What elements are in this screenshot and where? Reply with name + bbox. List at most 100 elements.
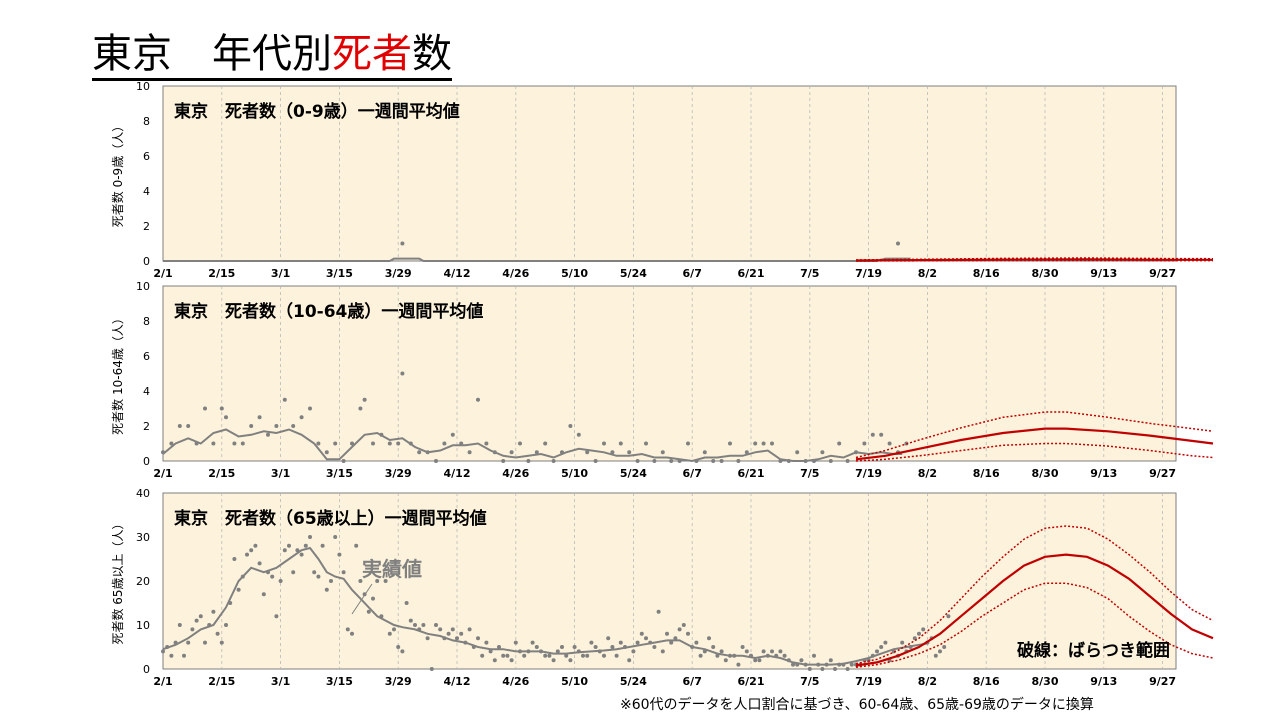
data-point [295,548,300,553]
data-point [274,424,279,428]
data-point [169,441,174,446]
data-point [358,579,363,583]
x-tick-label: 4/12 [444,467,471,480]
data-point [282,397,287,402]
data-point [215,631,220,636]
data-point [530,640,535,645]
data-point [933,653,938,658]
data-point [522,653,527,658]
data-point [702,450,707,455]
annotation-leader [351,583,373,615]
x-tick-label: 9/27 [1149,467,1176,480]
data-point [371,596,375,601]
data-point [879,432,884,437]
x-tick-label: 2/15 [208,675,235,688]
x-tick-label: 6/7 [683,675,702,688]
annotation-label: 実績値 [362,557,422,581]
data-point [568,424,573,428]
data-point [291,570,296,575]
data-point [660,450,665,455]
data-point [660,649,665,654]
series-line-forecast [855,553,1214,667]
data-point [719,459,724,463]
x-tick-label: 5/24 [620,675,647,688]
x-tick-label: 6/7 [683,267,702,280]
data-point [585,653,590,658]
data-point [614,653,619,658]
data-point [572,645,577,649]
data-point [245,552,249,557]
data-point [425,636,430,641]
data-point [547,653,552,658]
data-point [501,459,506,463]
x-tick-label: 5/24 [620,467,647,480]
x-tick-label: 3/29 [385,267,412,280]
data-point [400,371,405,376]
title-part-1: 東京 年代別 [92,31,332,77]
data-point [799,658,804,663]
x-tick-label: 8/16 [973,675,1000,688]
title-part-3: 数 [412,31,452,77]
data-point [341,570,346,575]
data-point [371,441,375,446]
x-tick-label: 6/21 [738,467,765,480]
series-line-lower [855,442,1214,462]
data-point [345,627,350,632]
y-tick-label: 8 [143,315,150,328]
series-line-forecast [855,427,1214,461]
data-point [261,592,266,597]
data-point [257,561,262,566]
x-tick-label: 8/2 [918,675,937,688]
y-tick-label: 0 [143,455,150,468]
data-point [400,649,405,654]
data-point [812,653,816,658]
data-point [224,623,228,627]
data-point [593,645,598,649]
data-point [564,653,569,658]
data-point [287,543,291,548]
x-tick-label: 9/27 [1149,675,1176,688]
data-point [476,397,480,402]
x-tick-label: 9/13 [1090,467,1117,480]
data-point [711,459,716,463]
y-tick-label: 10 [136,619,150,632]
data-point [761,441,766,446]
x-tick-label: 3/15 [326,267,353,280]
data-point [681,623,686,627]
x-tick-label: 7/19 [855,267,882,280]
x-tick-label: 8/30 [1032,675,1059,688]
data-point [820,450,825,455]
x-tick-label: 9/13 [1090,267,1117,280]
data-point [644,441,648,446]
data-point [324,587,329,592]
x-tick-label: 4/26 [502,267,529,280]
data-point [324,450,329,455]
data-point [526,459,531,463]
data-point [795,450,800,455]
data-point [938,649,942,654]
data-point [333,441,338,446]
data-point [900,640,905,645]
data-point [513,640,518,645]
title-part-highlight: 死者 [332,31,412,77]
data-point [509,658,514,663]
data-point [610,645,615,649]
x-tick-label: 8/2 [918,267,937,280]
data-point [669,459,674,463]
data-point [644,636,648,641]
data-point [635,640,640,645]
data-point [845,667,850,671]
data-point [219,406,224,411]
data-point [694,640,699,645]
data-point [421,623,426,627]
data-point [404,601,409,605]
data-point [652,645,657,649]
x-tick-label: 5/10 [561,675,588,688]
data-point [354,543,359,548]
data-point [266,432,270,437]
data-point [711,645,716,649]
x-tick-label: 3/1 [271,675,290,688]
x-tick-label: 2/1 [153,467,172,480]
footnote: ※60代のデータを人口割合に基づき、60-64歳、65歳-69歳のデータに換算 [620,697,1094,713]
data-point [203,406,207,411]
